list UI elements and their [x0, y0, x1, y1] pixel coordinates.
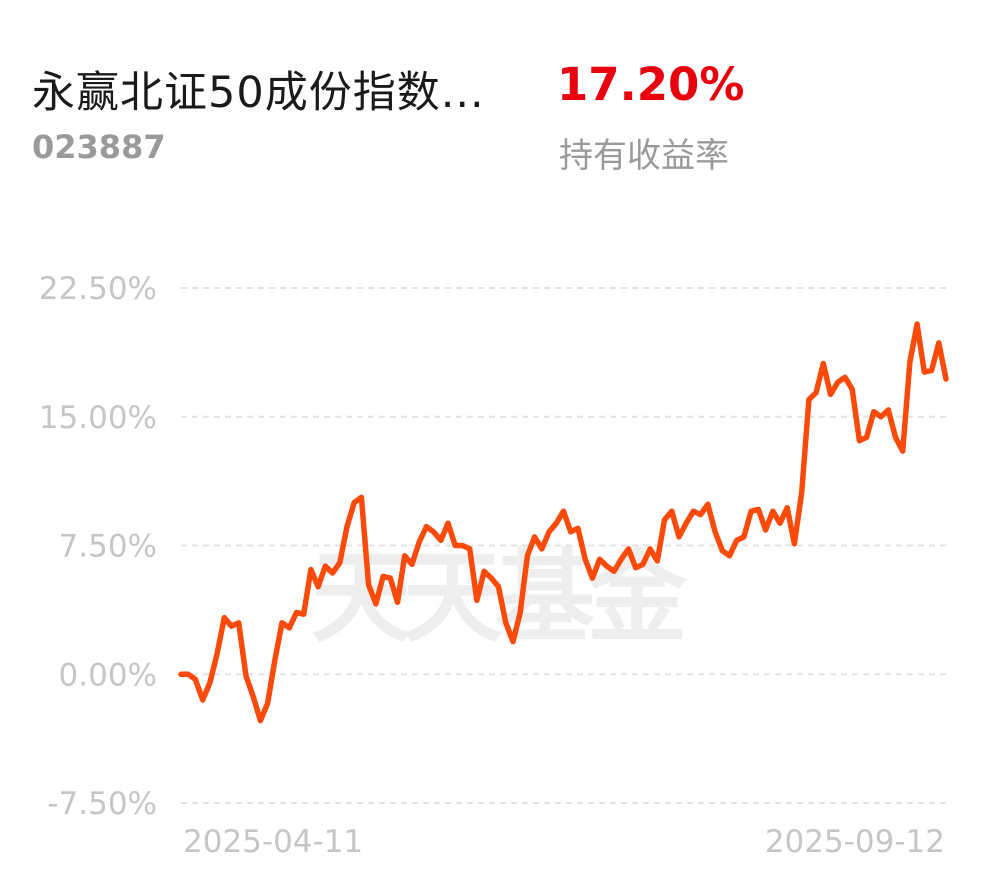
- fund-name[interactable]: 永赢北证50成份指数...: [32, 68, 485, 118]
- holding-return-label: 持有收益率: [559, 136, 729, 176]
- x-tick-start: 2025-04-11: [183, 824, 363, 860]
- series-line: [178, 321, 949, 724]
- y-tick-label: -7.50%: [47, 786, 157, 822]
- y-tick-label: 0.00%: [59, 657, 157, 693]
- x-axis-ticks: 2025-04-11 2025-09-12: [183, 824, 945, 860]
- y-tick-label: 15.00%: [39, 400, 157, 436]
- y-tick-label: 22.50%: [39, 271, 157, 307]
- y-tick-label: 7.50%: [59, 529, 157, 565]
- y-axis-ticks: 22.50% 15.00% 7.50% 0.00% -7.50%: [39, 271, 157, 822]
- x-tick-end: 2025-09-12: [765, 824, 945, 860]
- holding-return-value: 17.20%: [557, 58, 745, 111]
- fund-header: 永赢北证50成份指数... 023887 17.20% 持有收益率: [0, 0, 990, 200]
- fund-code: 023887: [32, 128, 166, 166]
- series-layer: [178, 321, 949, 724]
